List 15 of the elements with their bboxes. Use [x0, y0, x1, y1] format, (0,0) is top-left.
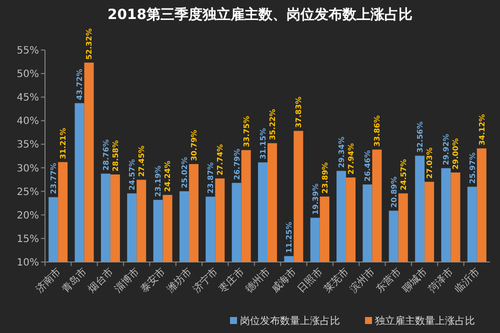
- y-tick-label: 20%: [16, 210, 39, 222]
- legend-label: 岗位发布数量上涨占比: [240, 315, 340, 327]
- x-tick-label: 济南市: [34, 266, 64, 296]
- y-tick-label: 50%: [16, 69, 39, 80]
- y-tick-label: 35%: [16, 140, 39, 151]
- chart-title: 2018第三季度独立雇主数、岗位发布数上涨占比: [108, 6, 412, 23]
- y-tick-label: 10%: [16, 258, 39, 268]
- y-tick-label: 55%: [16, 46, 39, 56]
- y-tick-label: 25%: [16, 186, 39, 198]
- y-tick-label: 40%: [16, 116, 39, 128]
- y-tick-label: 15%: [16, 234, 39, 245]
- x-tick-label: 滨州市: [348, 266, 378, 296]
- y-tick-label: 30%: [16, 163, 39, 174]
- y-tick-label: 45%: [16, 92, 39, 104]
- legend-label: 独立雇主数量上涨占比: [375, 315, 475, 327]
